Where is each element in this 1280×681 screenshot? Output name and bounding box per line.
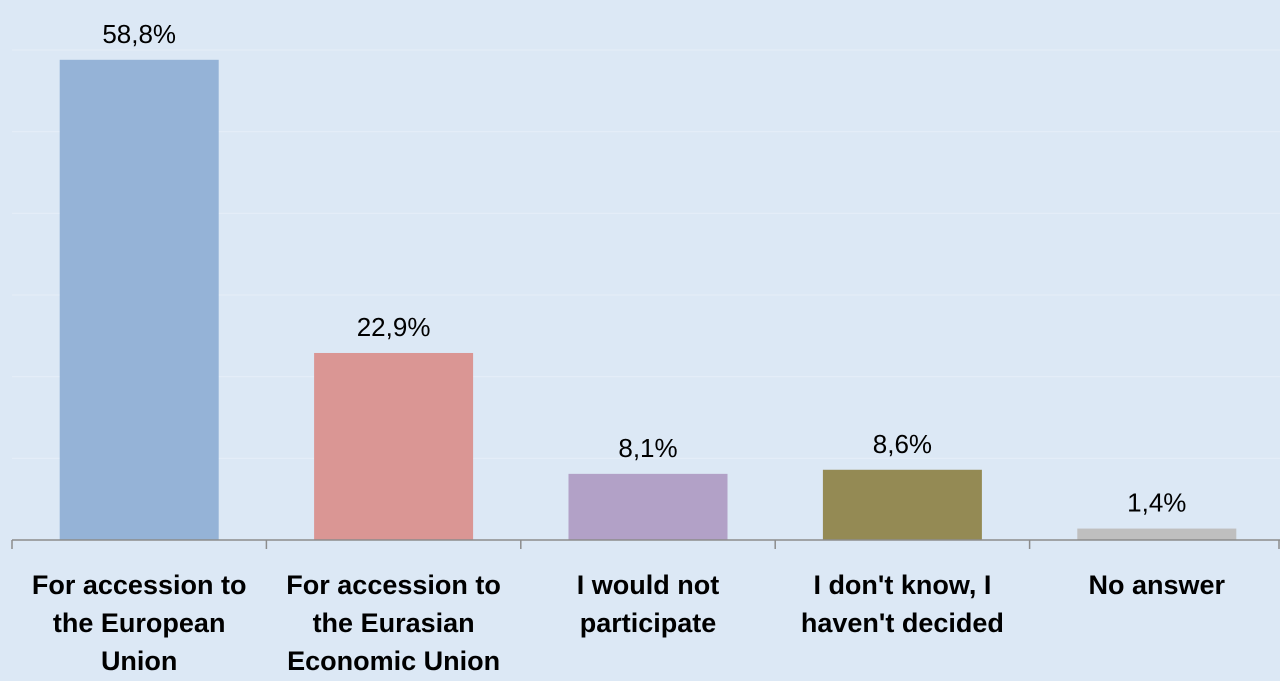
category-label: I don't know, I haven't decided <box>800 570 1004 638</box>
bar <box>314 352 474 540</box>
category-label: For accession to the Eurasian Economic U… <box>286 570 501 676</box>
bar <box>1077 528 1237 540</box>
data-label: 1,4% <box>1127 488 1186 518</box>
bars <box>59 59 1237 541</box>
data-label: 58,8% <box>102 19 176 49</box>
data-label: 8,6% <box>873 429 932 459</box>
value-labels: 58,8% 22,9% 8,1% 8,6% 1,4% <box>102 19 1186 518</box>
bar <box>59 59 219 541</box>
category-label: I would not participate <box>576 570 720 638</box>
category-label: For accession to the European Union <box>31 570 247 676</box>
bar <box>822 469 982 540</box>
data-label: 8,1% <box>618 433 677 463</box>
bar <box>568 473 728 540</box>
gridlines <box>12 49 1280 459</box>
category-label: No answer <box>1088 570 1226 600</box>
data-label: 22,9% <box>357 312 431 342</box>
x-axis <box>11 539 1280 549</box>
